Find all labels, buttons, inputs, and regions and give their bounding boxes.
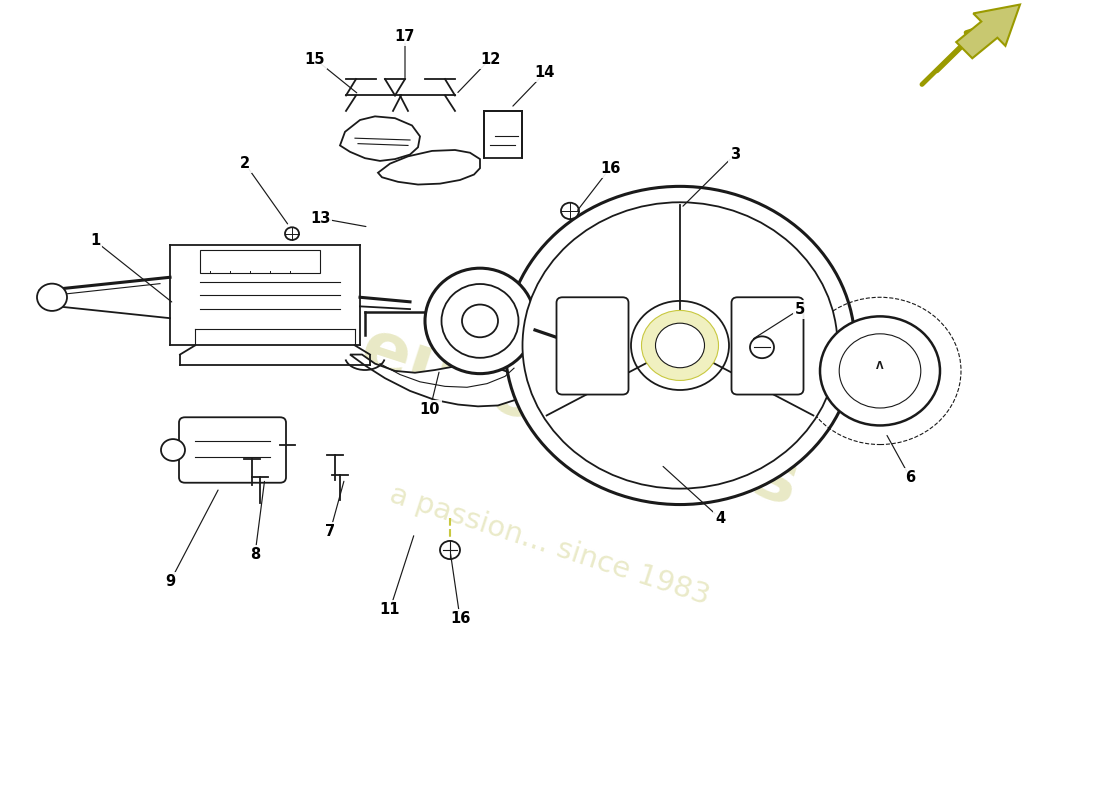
Circle shape (462, 305, 498, 338)
Text: 16: 16 (450, 610, 470, 626)
Polygon shape (378, 150, 480, 185)
Text: Λ: Λ (877, 362, 883, 371)
Text: a passion... since 1983: a passion... since 1983 (386, 480, 714, 610)
Circle shape (285, 227, 299, 240)
Text: 14: 14 (535, 66, 556, 80)
Circle shape (631, 301, 729, 390)
FancyBboxPatch shape (484, 111, 522, 158)
Circle shape (750, 336, 774, 358)
Ellipse shape (441, 284, 518, 358)
Circle shape (440, 541, 460, 559)
Text: 13: 13 (310, 210, 330, 226)
Circle shape (522, 202, 837, 489)
FancyBboxPatch shape (179, 418, 286, 482)
Circle shape (656, 323, 704, 368)
Circle shape (561, 202, 579, 219)
Circle shape (505, 186, 855, 505)
Text: 11: 11 (379, 602, 400, 617)
Text: 3: 3 (730, 147, 740, 162)
Circle shape (839, 334, 921, 408)
Text: 6: 6 (905, 470, 915, 485)
Circle shape (37, 284, 67, 311)
Text: 1: 1 (90, 234, 100, 249)
Text: 2: 2 (240, 156, 250, 171)
Circle shape (820, 316, 940, 426)
Text: 10: 10 (420, 402, 440, 417)
Text: 8: 8 (250, 547, 260, 562)
Text: 5: 5 (795, 302, 805, 317)
Text: eurospares: eurospares (352, 314, 807, 522)
Text: 16: 16 (600, 161, 620, 176)
FancyBboxPatch shape (200, 250, 320, 273)
Text: 17: 17 (395, 29, 415, 44)
Text: 9: 9 (165, 574, 175, 590)
Circle shape (641, 310, 718, 381)
Text: 7: 7 (324, 524, 336, 539)
Text: 15: 15 (305, 51, 326, 66)
Text: 4: 4 (715, 510, 725, 526)
Ellipse shape (425, 268, 535, 374)
FancyBboxPatch shape (732, 298, 803, 394)
FancyBboxPatch shape (557, 298, 628, 394)
Polygon shape (956, 5, 1020, 58)
Text: 12: 12 (480, 51, 501, 66)
Polygon shape (350, 354, 525, 406)
Polygon shape (340, 116, 420, 161)
Circle shape (161, 439, 185, 461)
